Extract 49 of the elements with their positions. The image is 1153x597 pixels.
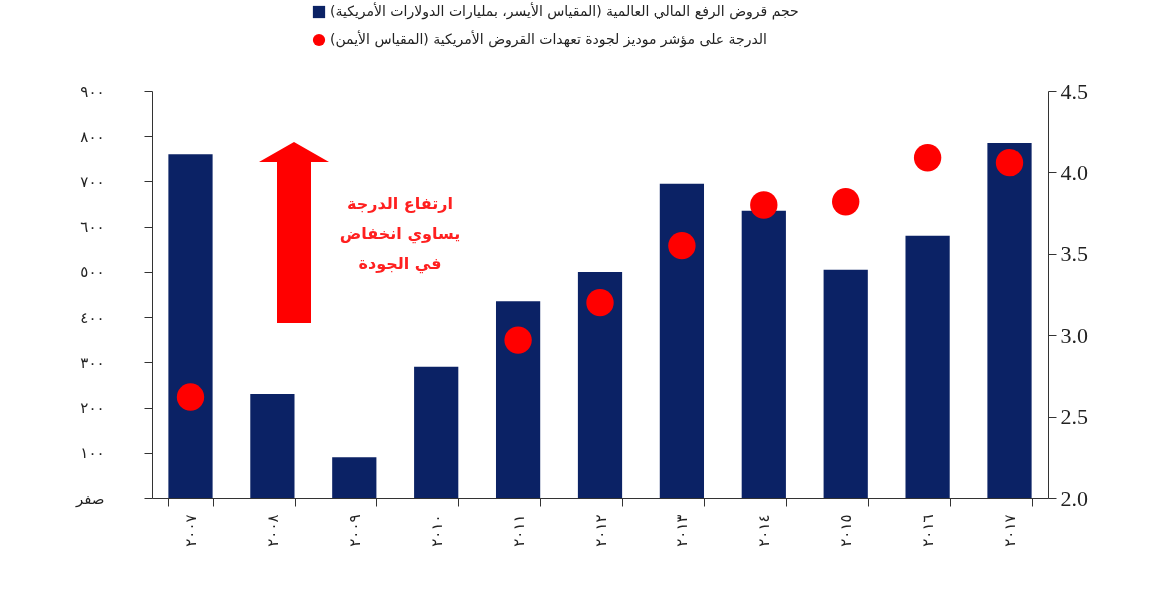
x-tick-label: ٢٠١١ <box>509 514 528 547</box>
bar <box>414 366 459 498</box>
bar <box>332 457 377 498</box>
point <box>750 191 778 219</box>
y-tick-label: ٥٠٠ <box>80 263 105 282</box>
x-tick-label: ٢٠٠٩ <box>345 514 364 547</box>
y-tick-label: ٩٠٠ <box>80 82 105 101</box>
y-tick-label: ٧٠٠ <box>80 172 105 191</box>
bar <box>168 154 213 498</box>
bar <box>741 210 786 498</box>
y2-tick-label: 3.5 <box>1060 241 1088 267</box>
x-tick-label: ٢٠١٧ <box>1001 514 1020 547</box>
x-tick-label: ٢٠١٣ <box>673 514 692 547</box>
point <box>504 326 532 354</box>
y-tick-label: صفر <box>74 489 105 508</box>
point <box>913 144 942 172</box>
y2-tick-label: 4.0 <box>1060 159 1088 185</box>
point <box>586 288 614 317</box>
y-tick-label: ٨٠٠ <box>80 127 105 146</box>
legend-label: الدرجة على مؤشر موديز لجودة تعهدات القروض الأمريكية (المقياس الأيمن) <box>330 30 767 48</box>
x-tick-label: ٢٠١٤ <box>755 514 774 547</box>
x-tick-label: ٢٠١٠ <box>427 514 446 547</box>
y-tick-label: ١٠٠ <box>80 444 105 463</box>
x-tick-label: ٢٠٠٨ <box>263 514 282 547</box>
y-tick-label: ٤٠٠ <box>80 308 105 327</box>
bar <box>250 393 295 498</box>
bar <box>577 271 623 498</box>
point <box>832 188 860 216</box>
x-tick-label: ٢٠٠٧ <box>181 514 200 547</box>
bar <box>823 269 868 498</box>
point <box>668 231 696 260</box>
x-tick-label: ٢٠١٥ <box>837 514 856 547</box>
y-tick-label: ٦٠٠ <box>80 218 105 237</box>
bar <box>495 301 541 498</box>
y2-tick-label: 2.5 <box>1060 404 1088 430</box>
y2-tick-label: 3.0 <box>1060 322 1088 348</box>
point <box>995 148 1024 177</box>
y2-tick-label: 2.0 <box>1060 485 1088 511</box>
y-tick-label: ٣٠٠ <box>80 353 105 372</box>
bar <box>659 183 705 498</box>
x-tick-label: ٢٠١٦ <box>919 514 938 547</box>
y2-tick-label: 4.5 <box>1060 78 1088 104</box>
annotation: ارتفاع الدرجة يساوي انخفاض في الجودة <box>339 194 461 274</box>
bar <box>905 235 950 498</box>
legend-label: حجم قروض الرفع المالي العالمية (المقياس الأيسر، بمليارات الدولارات الأمريكية) <box>330 2 799 20</box>
point <box>176 383 205 411</box>
x-tick-label: ٢٠١٢ <box>591 514 610 547</box>
y-tick-label: ٢٠٠ <box>80 399 105 418</box>
bar <box>987 143 1032 498</box>
